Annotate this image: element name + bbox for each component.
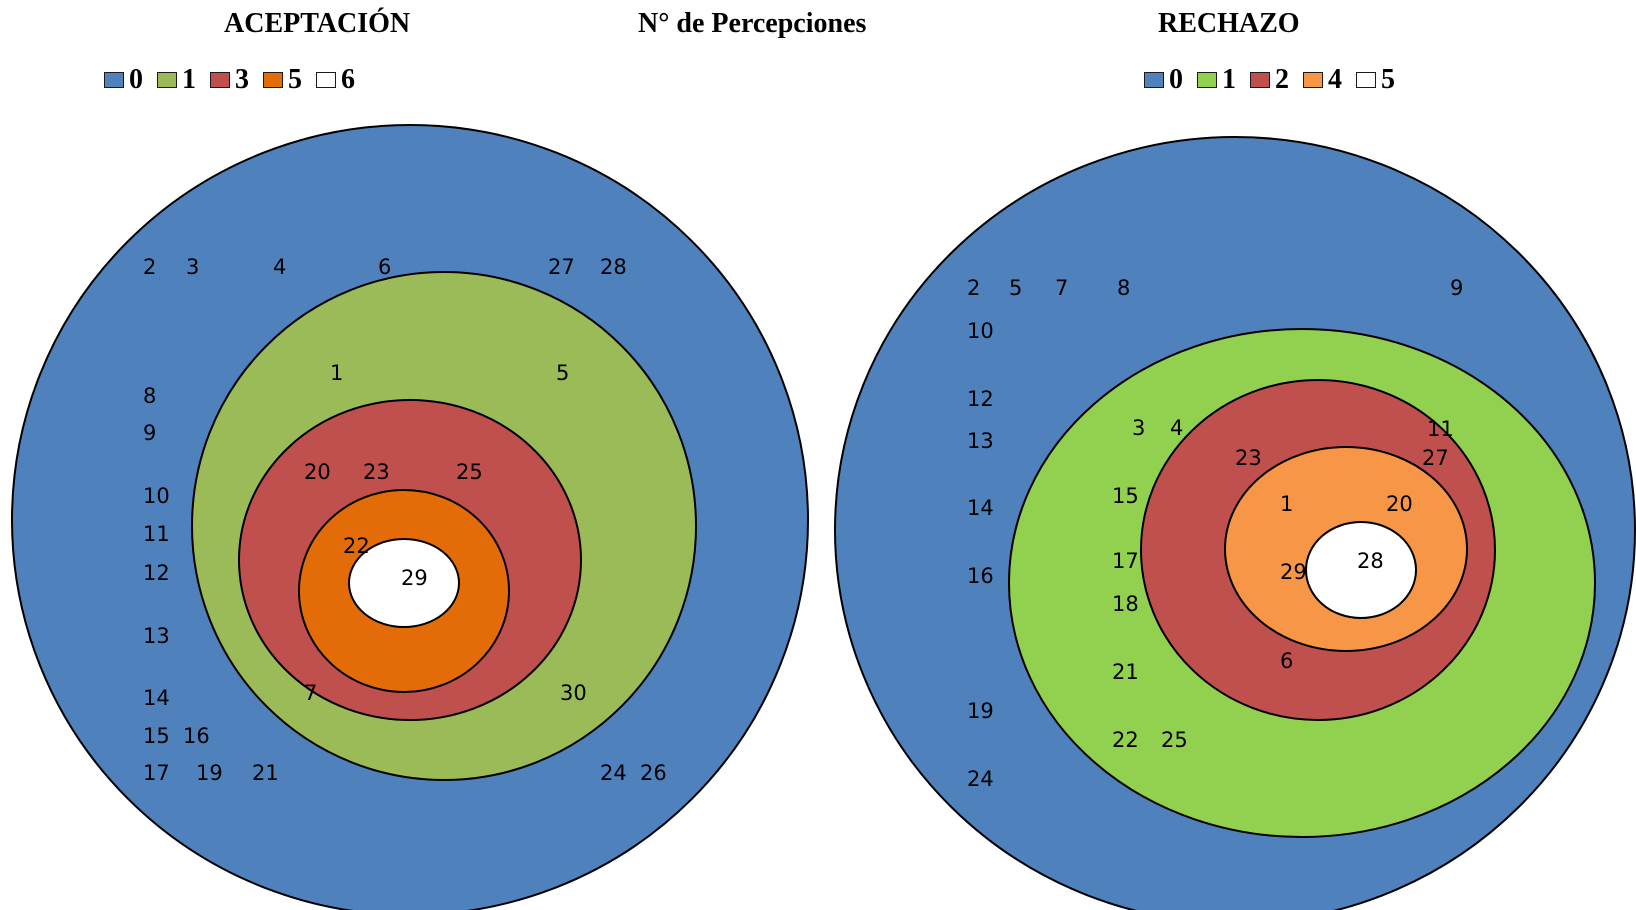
- acceptance-member-label: 3: [186, 255, 199, 279]
- acceptance-member-label: 27: [548, 255, 575, 279]
- acceptance-member-label: 5: [556, 361, 569, 385]
- rejection-legend-swatch: [1144, 72, 1164, 88]
- rejection-member-label: 11: [1427, 417, 1454, 441]
- rejection-member-label: 12: [967, 387, 994, 411]
- rejection-member-label: 10: [967, 319, 994, 343]
- acceptance-legend-label: 1: [182, 64, 196, 95]
- acceptance-member-label: 14: [143, 686, 170, 710]
- rejection-legend-swatch: [1250, 72, 1270, 88]
- acceptance-member-label: 2: [143, 255, 156, 279]
- rejection-legend-swatch: [1197, 72, 1217, 88]
- acceptance-member-label: 23: [363, 460, 390, 484]
- acceptance-legend: 0 1 3 5 6: [104, 62, 369, 98]
- rejection-member-label: 25: [1161, 728, 1188, 752]
- rejection-legend-item: 0: [1144, 64, 1183, 96]
- rejection-title: RECHAZO: [1158, 8, 1300, 39]
- acceptance-member-label: 24: [600, 761, 627, 785]
- rejection-legend-label: 2: [1275, 64, 1289, 95]
- rejection-member-label: 4: [1170, 416, 1183, 440]
- rejection-legend-item: 5: [1356, 64, 1395, 96]
- rejection-member-label: 27: [1422, 446, 1449, 470]
- rejection-member-label: 20: [1386, 492, 1413, 516]
- rejection-member-label: 1: [1280, 492, 1293, 516]
- acceptance-member-label: 25: [456, 460, 483, 484]
- acceptance-member-label: 16: [183, 724, 210, 748]
- rejection-member-label: 16: [967, 564, 994, 588]
- rejection-member-label: 28: [1357, 549, 1384, 573]
- acceptance-member-label: 8: [143, 384, 156, 408]
- rejection-member-label: 6: [1280, 649, 1293, 673]
- rejection-member-label: 9: [1450, 276, 1463, 300]
- rejection-member-label: 13: [967, 429, 994, 453]
- acceptance-legend-label: 0: [129, 64, 143, 95]
- perceptions-title: N° de Percepciones: [638, 8, 867, 39]
- rejection-member-label: 17: [1112, 549, 1139, 573]
- rejection-legend-swatch: [1303, 72, 1323, 88]
- acceptance-member-label: 15: [143, 724, 170, 748]
- acceptance-legend-item: 6: [316, 64, 355, 96]
- acceptance-member-label: 21: [252, 761, 279, 785]
- acceptance-member-label: 28: [600, 255, 627, 279]
- rejection-legend-label: 5: [1381, 64, 1395, 95]
- acceptance-legend-label: 6: [341, 64, 355, 95]
- acceptance-member-label: 30: [560, 681, 587, 705]
- acceptance-member-label: 20: [304, 460, 331, 484]
- acceptance-legend-swatch: [316, 72, 336, 88]
- acceptance-member-label: 22: [343, 534, 370, 558]
- acceptance-legend-label: 5: [288, 64, 302, 95]
- rejection-legend-item: 2: [1250, 64, 1289, 96]
- acceptance-member-label: 9: [143, 421, 156, 445]
- rejection-legend-label: 4: [1328, 64, 1342, 95]
- acceptance-member-label: 7: [304, 681, 317, 705]
- acceptance-legend-swatch: [104, 72, 124, 88]
- acceptance-title: ACEPTACIÓN: [224, 8, 411, 39]
- acceptance-legend-swatch: [263, 72, 283, 88]
- acceptance-member-label: 6: [378, 255, 391, 279]
- acceptance-legend-item: 5: [263, 64, 302, 96]
- acceptance-legend-item: 3: [210, 64, 249, 96]
- rejection-member-label: 19: [967, 699, 994, 723]
- rejection-legend: 0 1 2 4 5: [1144, 62, 1409, 98]
- rejection-member-label: 14: [967, 496, 994, 520]
- acceptance-member-label: 12: [143, 561, 170, 585]
- acceptance-member-label: 19: [196, 761, 223, 785]
- acceptance-member-label: 29: [401, 566, 428, 590]
- acceptance-member-label: 26: [640, 761, 667, 785]
- rejection-member-label: 7: [1055, 276, 1068, 300]
- rejection-legend-item: 1: [1197, 64, 1236, 96]
- rejection-member-label: 15: [1112, 484, 1139, 508]
- acceptance-member-label: 10: [143, 484, 170, 508]
- acceptance-legend-item: 1: [157, 64, 196, 96]
- rejection-ring-5: [1305, 521, 1417, 619]
- acceptance-member-label: 17: [143, 761, 170, 785]
- rejection-legend-label: 0: [1169, 64, 1183, 95]
- rejection-member-label: 5: [1009, 276, 1022, 300]
- rejection-legend-swatch: [1356, 72, 1376, 88]
- rejection-member-label: 2: [967, 276, 980, 300]
- rejection-legend-label: 1: [1222, 64, 1236, 95]
- rejection-member-label: 22: [1112, 728, 1139, 752]
- acceptance-member-label: 13: [143, 624, 170, 648]
- rejection-member-label: 8: [1117, 276, 1130, 300]
- acceptance-legend-label: 3: [235, 64, 249, 95]
- acceptance-member-label: 1: [330, 361, 343, 385]
- acceptance-member-label: 11: [143, 522, 170, 546]
- rejection-legend-item: 4: [1303, 64, 1342, 96]
- acceptance-ring-6: [348, 538, 460, 628]
- rejection-member-label: 3: [1132, 416, 1145, 440]
- rejection-member-label: 21: [1112, 660, 1139, 684]
- acceptance-legend-swatch: [157, 72, 177, 88]
- rejection-member-label: 29: [1280, 560, 1307, 584]
- acceptance-legend-item: 0: [104, 64, 143, 96]
- rejection-member-label: 23: [1235, 446, 1262, 470]
- acceptance-legend-swatch: [210, 72, 230, 88]
- acceptance-member-label: 4: [273, 255, 286, 279]
- rejection-member-label: 18: [1112, 592, 1139, 616]
- rejection-member-label: 24: [967, 767, 994, 791]
